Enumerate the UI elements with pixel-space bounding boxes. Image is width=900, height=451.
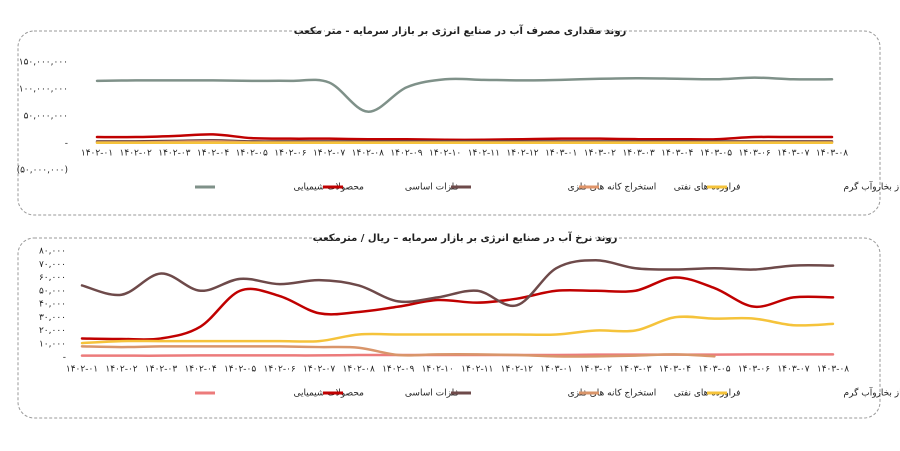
x-tick-label: ۱۴۰۲-۰۷ (313, 149, 345, 159)
x-tick-label: ۱۴۰۲-۰۱ (66, 365, 98, 375)
y-tick-label: ۱۵۰,۰۰۰,۰۰۰ (19, 58, 68, 68)
x-tick-label: ۱۴۰۲-۱۱ (468, 149, 500, 159)
x-tick-label: ۱۴۰۳-۰۵ (698, 365, 730, 375)
x-tick-label: ۱۴۰۲-۱۰ (429, 149, 461, 159)
x-tick-label: ۱۴۰۲-۰۸ (343, 365, 375, 375)
x-tick-label: ۱۴۰۲-۰۹ (390, 149, 422, 159)
title-backdrop (335, 231, 595, 245)
chart-title: روند مقداری مصرف آب در صنایع انرژی بر با… (294, 24, 627, 37)
x-tick-label: ۱۴۰۲-۰۴ (197, 149, 229, 159)
x-tick-label: ۱۴۰۲-۰۹ (382, 365, 414, 375)
x-tick-label: ۱۴۰۲-۰۳ (145, 365, 177, 375)
series-line (95, 76, 834, 113)
x-tick-label: ۱۴۰۲-۰۲ (105, 365, 137, 375)
series-line (95, 133, 834, 142)
title-backdrop (325, 24, 595, 38)
x-tick-label: ۱۴۰۳-۰۷ (777, 365, 809, 375)
y-tick-label: - (65, 139, 68, 149)
y-tick-label: ۵۰,۰۰۰,۰۰۰ (24, 112, 68, 122)
x-tick-label: ۱۴۰۲-۰۵ (236, 149, 268, 159)
y-tick-label: ۵۰,۰۰۰ (39, 286, 66, 296)
x-tick-label: ۱۴۰۳-۰۸ (816, 149, 848, 159)
x-tick-label: ۱۴۰۲-۰۴ (184, 365, 216, 375)
x-tick-label: ۱۴۰۲-۰۸ (352, 149, 384, 159)
x-tick-label: ۱۴۰۲-۰۷ (303, 365, 335, 375)
x-tick-label: ۱۴۰۳-۰۳ (619, 365, 651, 375)
chart-title: روند نرخ آب در صنایع انرژی بر بازار سرما… (313, 231, 618, 244)
x-tick-label: ۱۴۰۲-۱۱ (461, 365, 493, 375)
x-tick-label: ۱۴۰۳-۰۷ (777, 149, 809, 159)
y-tick-label: ۲۰,۰۰۰ (39, 326, 66, 336)
x-tick-label: ۱۴۰۲-۱۰ (422, 365, 454, 375)
legend-label: فلزات اساسی (405, 389, 459, 399)
x-tick-label: ۱۴۰۳-۰۴ (661, 149, 693, 159)
x-tick-label: ۱۴۰۳-۰۳ (622, 149, 654, 159)
x-tick-label: ۱۴۰۲-۰۵ (224, 365, 256, 375)
x-tick-label: ۱۴۰۲-۱۲ (506, 149, 538, 159)
x-tick-label: ۱۴۰۲-۰۶ (274, 149, 306, 159)
x-tick-label: ۱۴۰۲-۰۳ (158, 149, 190, 159)
y-tick-label: ۶۰,۰۰۰ (39, 273, 66, 283)
series-line (80, 259, 835, 308)
legend-label: استخراج کانه های فلزی (568, 389, 657, 399)
x-tick-label: ۱۴۰۳-۰۶ (738, 149, 770, 159)
x-tick-label: ۱۴۰۲-۰۱ (81, 149, 113, 159)
legend-label: عرضه برق، گاز بخاروآب گرم (844, 181, 900, 193)
x-tick-label: ۱۴۰۳-۰۵ (700, 149, 732, 159)
x-tick-label: ۱۴۰۳-۰۱ (545, 149, 577, 159)
x-tick-label: ۱۴۰۳-۰۲ (580, 365, 612, 375)
x-tick-label: ۱۴۰۲-۰۶ (263, 365, 295, 375)
x-tick-label: ۱۴۰۳-۰۸ (817, 365, 849, 375)
y-tick-label: (۵۰,۰۰۰,۰۰۰) (17, 166, 68, 176)
y-tick-label: ۷۰,۰۰۰ (39, 260, 66, 270)
series-line (80, 315, 835, 345)
y-tick-label: ۸۰,۰۰۰ (39, 247, 66, 257)
y-tick-label: ۱۰۰,۰۰۰,۰۰۰ (19, 85, 68, 95)
y-tick-label: ۳۰,۰۰۰ (39, 313, 66, 323)
y-tick-label: - (63, 353, 66, 363)
y-tick-label: ۱۰,۰۰۰ (39, 339, 66, 349)
x-tick-label: ۱۴۰۳-۰۶ (738, 365, 770, 375)
x-tick-label: ۱۴۰۳-۰۱ (540, 365, 572, 375)
x-tick-label: ۱۴۰۳-۰۲ (584, 149, 616, 159)
series-line (80, 345, 716, 358)
legend-label: استخراج کانه های فلزی (568, 183, 657, 193)
legend-label: عرضه برق، گاز بخاروآب گرم (844, 387, 900, 399)
x-tick-label: ۱۴۰۲-۱۲ (501, 365, 533, 375)
series-line (80, 276, 835, 341)
legend-label: فلزات اساسی (405, 183, 459, 193)
x-tick-label: ۱۴۰۳-۰۴ (659, 365, 691, 375)
x-tick-label: ۱۴۰۲-۰۲ (120, 149, 152, 159)
y-tick-label: ۴۰,۰۰۰ (39, 300, 66, 310)
